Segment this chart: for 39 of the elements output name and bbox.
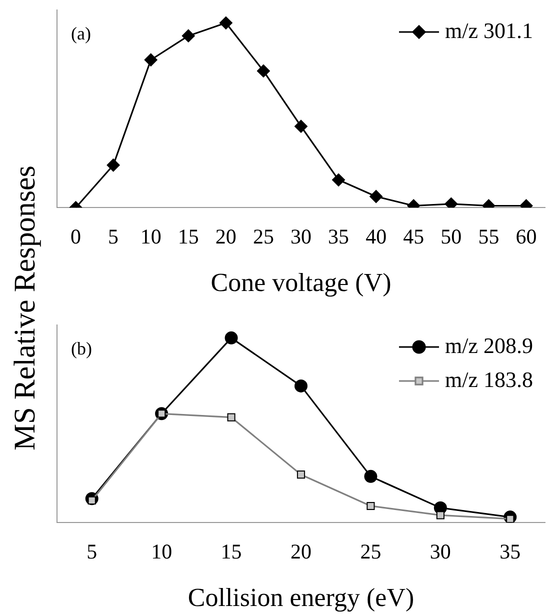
x-tick-label: 30 <box>290 224 312 249</box>
point <box>294 120 308 133</box>
x-tick-label: 30 <box>430 540 451 564</box>
x-tick-label: 55 <box>478 224 500 249</box>
x-tick-label: 45 <box>403 224 424 249</box>
x-tick-label: 35 <box>328 224 350 249</box>
legend-label: m/z 183.8 <box>445 366 534 392</box>
x-tick-label: 20 <box>215 224 236 249</box>
x-tick-label: 5 <box>86 540 98 564</box>
y-axis-title: MS Relative Responses <box>8 165 42 450</box>
x-tick-label: 60 <box>516 224 537 249</box>
x-tick-label: 10 <box>140 224 162 249</box>
x-axis-title: Collision energy (eV) <box>188 583 414 612</box>
annotation: (a) <box>71 24 91 44</box>
x-tick-label: 25 <box>252 224 274 249</box>
x-tick-label: 15 <box>220 540 242 564</box>
x-tick-label: 25 <box>360 540 382 564</box>
x-tick-label: 20 <box>290 540 312 564</box>
point <box>219 16 232 30</box>
x-tick-label: 50 <box>440 224 462 249</box>
point <box>332 173 346 186</box>
x-tick-label: 0 <box>70 224 82 249</box>
point <box>144 53 158 66</box>
x-tick-label: 15 <box>178 224 199 249</box>
point <box>224 331 238 344</box>
point <box>364 470 378 483</box>
point <box>444 197 458 208</box>
point <box>182 29 195 42</box>
x-tick-label: 10 <box>151 540 172 564</box>
x-tick-label: 35 <box>500 540 521 564</box>
annotation: (b) <box>71 338 92 359</box>
legend-label: m/z 301.1 <box>445 18 534 43</box>
point <box>256 64 270 78</box>
x-tick-label: 5 <box>108 224 119 249</box>
legend-label: m/z 208.9 <box>445 332 534 358</box>
point <box>294 379 308 392</box>
point <box>106 158 120 172</box>
x-tick-label: 40 <box>366 224 387 249</box>
x-axis-title: Cone voltage (V) <box>210 268 392 298</box>
